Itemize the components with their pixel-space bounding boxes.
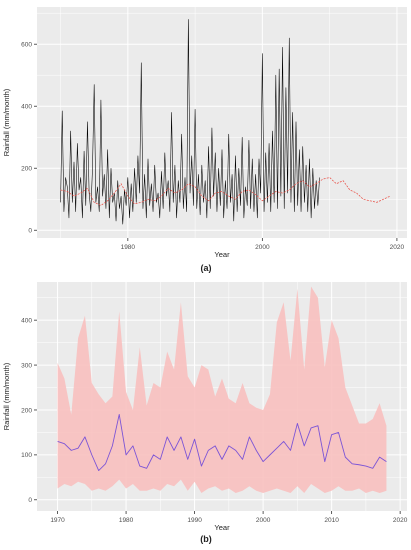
x-tick-label: 1980	[121, 244, 136, 251]
x-axis-label: Year	[214, 250, 230, 259]
panel-caption-b: (b)	[200, 534, 212, 544]
x-tick-label: 2020	[390, 244, 405, 251]
major-gridlines	[37, 7, 407, 238]
tick-labels: 1970 1980 1990 2000 2010 2020 0 100 200 300 400	[21, 317, 408, 524]
y-tick-label: 400	[21, 104, 32, 111]
series-layer	[60, 19, 391, 225]
y-tick-label: 0	[28, 228, 32, 235]
y-tick-label: 100	[21, 452, 32, 459]
y-tick-label: 400	[21, 317, 32, 324]
x-tick-label: 1980	[119, 517, 134, 524]
series-layer	[57, 286, 387, 494]
x-tick-label: 2020	[393, 517, 408, 524]
y-tick-label: 600	[21, 42, 32, 49]
y-axis-label: Rainfall (mm/month)	[2, 362, 11, 430]
monthly-rainfall-line	[60, 19, 320, 225]
y-tick-label: 0	[28, 497, 32, 504]
rainfall-monthly-chart: 1980 2000 2020 0 200 400 600 Year Rainfall (mm…	[2, 7, 407, 259]
y-tick-label: 300	[21, 362, 32, 369]
tick-labels: 1980 2000 2020 0 200 400 600	[21, 42, 404, 251]
panel-caption-a: (a)	[201, 263, 212, 273]
x-tick-label: 1990	[187, 517, 202, 524]
x-tick-label: 1970	[50, 517, 65, 524]
x-tick-label: 2000	[256, 517, 271, 524]
y-axis-label: Rainfall (mm/month)	[2, 88, 11, 156]
x-tick-label: 2000	[255, 244, 270, 251]
y-tick-label: 200	[21, 166, 32, 173]
moving-average-line	[60, 177, 391, 206]
x-tick-label: 2010	[324, 517, 339, 524]
min-max-band	[57, 286, 387, 494]
mean-rainfall-line	[57, 414, 387, 472]
rainfall-annual-range-chart: 1970 1980 1990 2000 2010 2020 0 100 200 300 400 Ye…	[2, 282, 408, 532]
plot-background	[37, 7, 407, 238]
y-tick-label: 200	[21, 407, 32, 414]
minor-gridlines	[37, 7, 407, 238]
x-axis-label: Year	[214, 523, 230, 532]
